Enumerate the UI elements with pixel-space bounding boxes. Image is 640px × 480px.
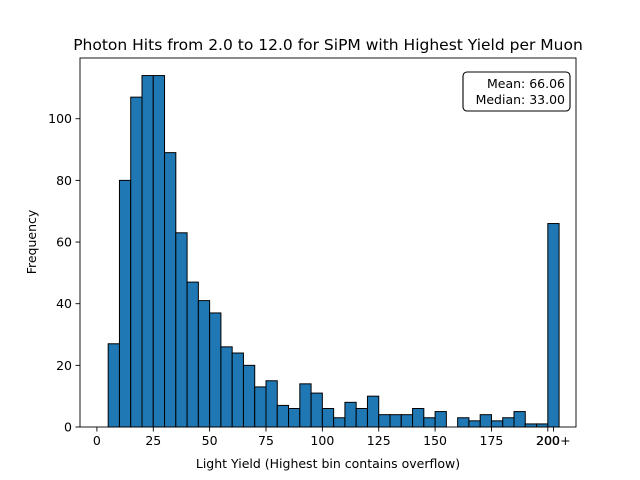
histogram-bar [152, 75, 166, 428]
histogram-bar [310, 392, 323, 428]
y-tick-label: 60 [56, 235, 72, 250]
histogram-bar [412, 408, 425, 428]
x-tick-label: 25 [145, 433, 161, 448]
stats-box: Mean: 66.06 Median: 33.00 [462, 71, 571, 112]
histogram-bar [231, 352, 244, 428]
histogram-bar [299, 383, 312, 428]
histogram-bar [479, 414, 492, 428]
histogram-bar [434, 411, 447, 428]
histogram-bar [321, 408, 335, 428]
x-tick-label: 175 [480, 433, 504, 448]
chart-title: Photon Hits from 2.0 to 12.0 for SiPM wi… [73, 36, 583, 54]
histogram-bar [344, 401, 357, 428]
y-axis-label: Frequency [24, 209, 39, 274]
histogram-bar [423, 417, 436, 428]
histogram-bar [502, 417, 515, 428]
histogram-bar [400, 414, 414, 428]
x-tick-label: 75 [258, 433, 274, 448]
histogram-bar [333, 417, 346, 428]
x-tick-label: 100 [310, 433, 334, 448]
histogram-bar [209, 312, 222, 428]
stats-box-frame [462, 71, 571, 112]
y-tick-label: 0 [64, 420, 72, 435]
y-tick-label: 40 [56, 296, 72, 311]
x-tick-label: 50 [202, 433, 218, 448]
histogram-bar [468, 420, 481, 428]
histogram-bar [547, 223, 560, 428]
histogram-bar [164, 152, 177, 428]
histogram-bar [107, 343, 120, 428]
histogram-bar [366, 395, 380, 428]
histogram-bar [175, 232, 188, 428]
y-tick-label: 100 [48, 111, 72, 126]
x-tick-label: 200+ [536, 433, 570, 448]
histogram-bar [141, 75, 154, 428]
histogram-bar [513, 411, 526, 428]
x-tick-label: 125 [367, 433, 391, 448]
histogram-bar [130, 96, 143, 428]
histogram-bar [254, 386, 267, 428]
x-axis-label: Light Yield (Highest bin contains overfl… [196, 456, 460, 471]
histogram-bar [389, 414, 402, 428]
histogram-bar [220, 346, 233, 428]
histogram-bar [186, 281, 199, 428]
histogram-bar [524, 423, 538, 428]
histogram-bar [197, 300, 211, 428]
histogram-bar [378, 414, 391, 428]
histogram-bar [288, 408, 301, 428]
histogram-bar [355, 408, 368, 428]
histogram-bar [457, 417, 470, 428]
y-tick-label: 20 [56, 358, 72, 373]
histogram-bar [536, 423, 549, 428]
histogram-bar [118, 179, 132, 428]
x-tick-label: 200 [536, 433, 560, 448]
y-axis-ticks: 0 20 40 60 80 100 [48, 111, 80, 435]
plot-frame [79, 57, 577, 428]
y-tick-label: 80 [56, 173, 72, 188]
histogram-bar [490, 420, 504, 428]
histogram-bar [265, 380, 278, 428]
histogram-bar [276, 404, 290, 428]
histogram-bar [242, 364, 256, 428]
stats-mean: Mean: 66.06 [487, 76, 565, 91]
stats-median: Median: 33.00 [476, 92, 565, 107]
x-tick-label: 0 [93, 433, 101, 448]
x-tick-label: 150 [423, 433, 447, 448]
